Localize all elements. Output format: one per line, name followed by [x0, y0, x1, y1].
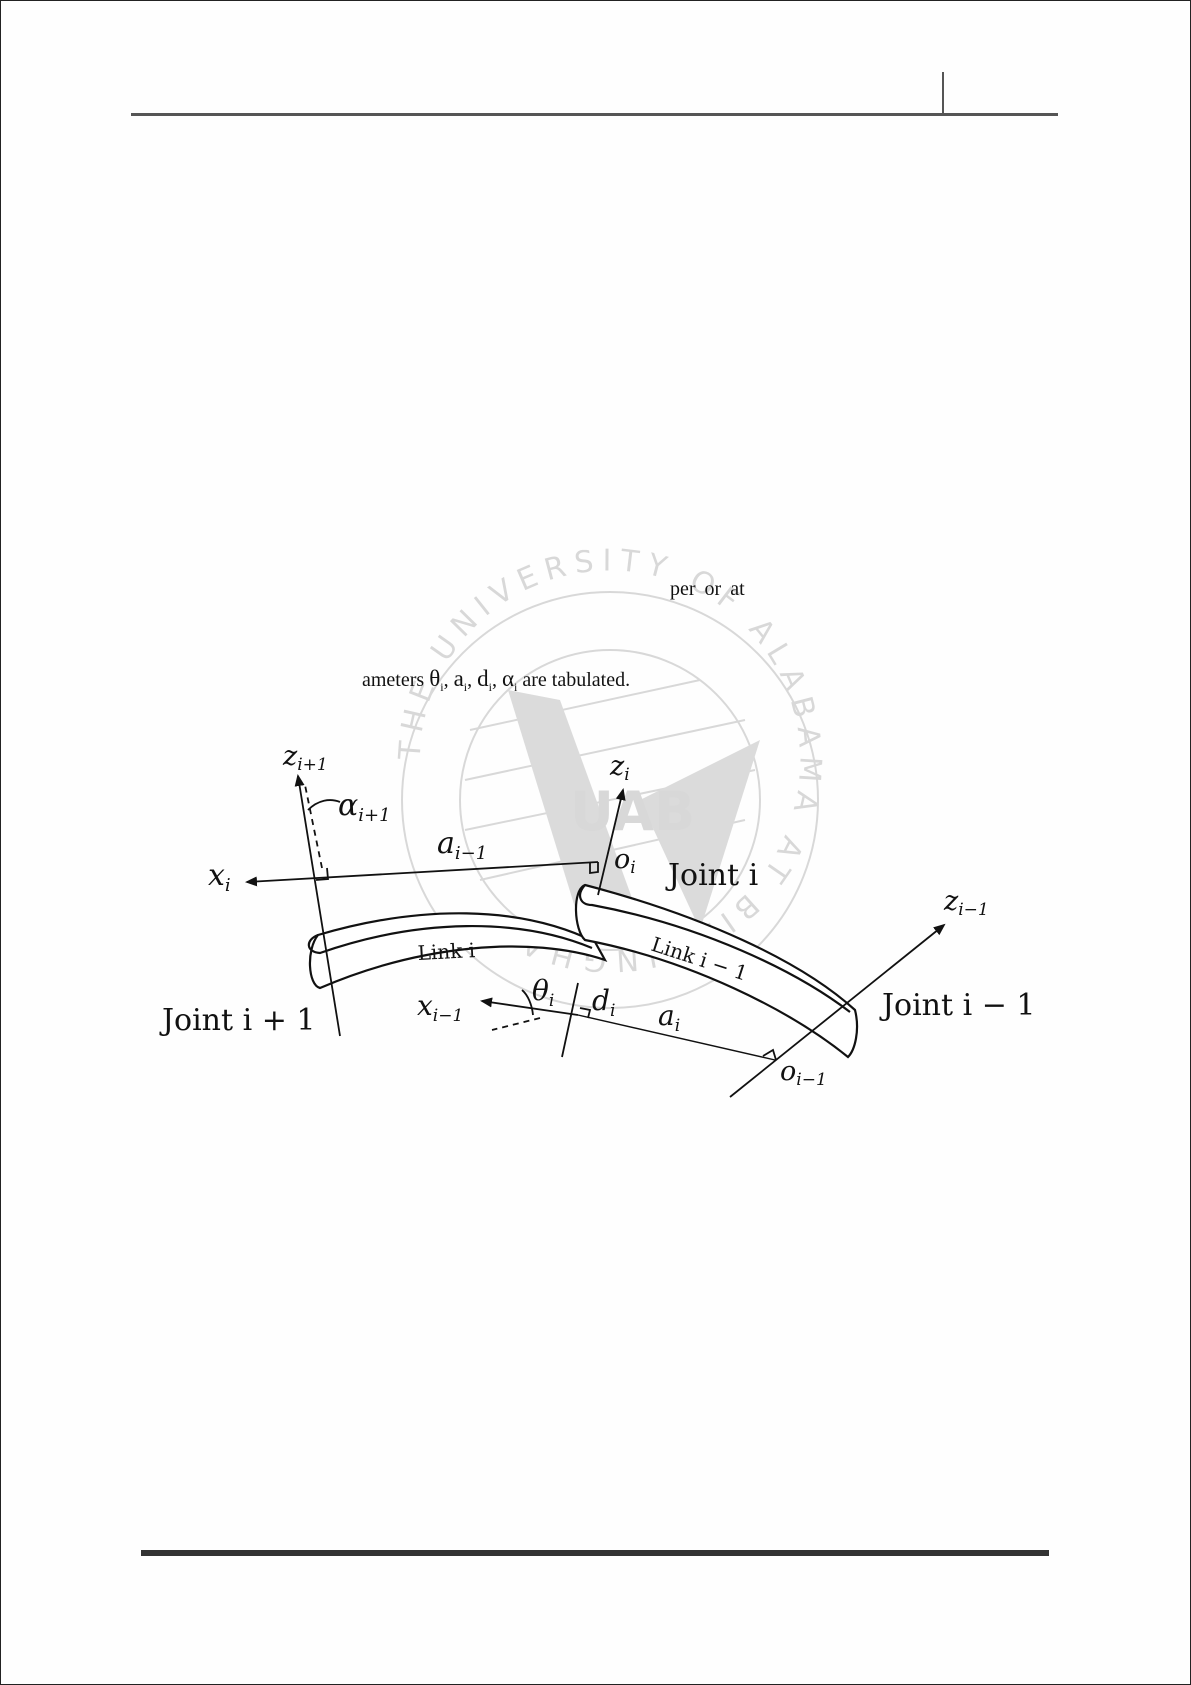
label-o-i-base: o: [614, 844, 630, 875]
label-a-i-sub: i: [675, 1016, 680, 1036]
label-a-i-minus-1-sub: i−1: [455, 843, 487, 864]
right-angle-x-i: [315, 867, 329, 881]
label-z-i-plus-1: zi+1: [282, 741, 328, 775]
parameter-line-prefix: ameters: [362, 669, 425, 691]
label-a-i-base: a: [658, 999, 675, 1032]
label-o-i-sub: i: [630, 858, 635, 878]
label-alpha-i-plus-1: αi+1: [338, 788, 391, 826]
label-o-i-minus-1-base: o: [780, 1056, 796, 1087]
watermark-inner-ring: [459, 649, 761, 951]
label-alpha-i-plus-1-sub: i+1: [358, 805, 390, 826]
label-x-i-minus-1-base: x: [417, 989, 433, 1022]
label-a-i-minus-1: ai−1: [437, 826, 487, 864]
alpha-arc: [307, 799, 341, 811]
label-z-i-plus-1-base: z: [282, 741, 298, 772]
sub-a: i: [463, 680, 468, 694]
right-angle-o-i-minus-1: [762, 1048, 777, 1061]
x-i-minus-1-axis: [480, 997, 579, 1016]
label-z-i-base: z: [609, 751, 625, 782]
label-x-i-minus-1-sub: i−1: [433, 1006, 464, 1026]
z-i-axis: [597, 788, 626, 896]
symbol-theta: θ: [429, 666, 441, 691]
right-angle-o-i: [589, 862, 599, 875]
label-theta-i-base: θ: [532, 974, 549, 1007]
z-i-plus-1-axis: [294, 774, 341, 1037]
label-x-i: xi: [208, 858, 231, 896]
sub-d: i: [488, 680, 492, 694]
header-tick: [942, 72, 944, 114]
parameter-line: ameters θi, ai, di, αi are tabulated.: [362, 666, 631, 694]
label-z-i-minus-1-sub: i−1: [958, 900, 989, 920]
link-i-body: [307, 912, 608, 990]
label-o-i-minus-1-sub: i−1: [796, 1070, 827, 1090]
label-d-i-sub: i: [610, 1001, 615, 1021]
label-joint-i-minus-1: Joint i − 1: [879, 988, 1036, 1023]
sub-theta: i: [440, 680, 444, 694]
label-a-i-minus-1-base: a: [437, 826, 455, 861]
label-z-i-minus-1: zi−1: [943, 886, 989, 920]
symbol-a: a: [453, 666, 464, 691]
watermark-tower: [508, 690, 640, 940]
label-a-i: ai: [658, 999, 680, 1036]
label-z-i-minus-1-base: z: [943, 886, 959, 917]
axes: [245, 774, 946, 1098]
a-i-common-normal: [577, 1014, 776, 1061]
label-x-i-base: x: [208, 858, 225, 893]
label-o-i: oi: [614, 844, 636, 878]
label-x-i-sub: i: [225, 875, 231, 896]
theta-arc: [521, 989, 534, 1016]
alpha-dashed-ref: [304, 784, 323, 869]
link-i-minus-1-body: [574, 883, 859, 1059]
sub-alpha: i: [514, 680, 518, 694]
label-d-i: di: [592, 984, 615, 1021]
joint-i-axis-lower: [561, 982, 579, 1058]
x-i-axis: [245, 861, 599, 887]
theta-dashed-ref: [491, 1017, 541, 1031]
label-joint-i-plus-1: Joint i + 1: [159, 1003, 316, 1038]
watermark-outer-ring: [401, 591, 819, 1009]
label-theta-i: θi: [532, 974, 554, 1011]
footer-rule: [141, 1550, 1049, 1556]
watermark-stripes: [464, 679, 756, 881]
label-o-i-minus-1: oi−1: [780, 1056, 827, 1090]
header-rule: [131, 113, 1058, 116]
label-joint-i: Joint i: [665, 858, 758, 893]
label-z-i: zi: [609, 751, 630, 785]
text-fragment-top: per or at: [670, 578, 745, 600]
label-alpha-i-plus-1-base: α: [338, 788, 358, 823]
label-z-i-sub: i: [624, 765, 629, 785]
label-theta-i-sub: i: [549, 991, 554, 1011]
watermark-flag: [640, 740, 760, 930]
label-d-i-base: d: [592, 984, 610, 1017]
label-z-i-plus-1-sub: i+1: [297, 755, 328, 775]
z-i-minus-1-axis: [729, 923, 946, 1098]
label-link-i: Link i: [417, 938, 476, 965]
parameter-line-suffix: are tabulated.: [522, 669, 631, 691]
watermark-logo: UAB: [570, 780, 695, 843]
symbol-d: d: [477, 666, 489, 691]
label-x-i-minus-1: xi−1: [417, 989, 463, 1026]
right-angle-theta: [579, 1007, 592, 1019]
symbol-alpha: α: [501, 666, 515, 691]
